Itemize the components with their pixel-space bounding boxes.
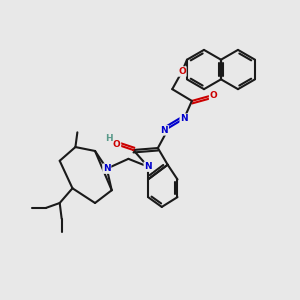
Text: H: H bbox=[105, 134, 112, 143]
Text: N: N bbox=[180, 114, 188, 123]
Text: O: O bbox=[210, 91, 218, 100]
Text: N: N bbox=[103, 164, 111, 173]
Text: O: O bbox=[178, 67, 186, 76]
Text: O: O bbox=[113, 140, 121, 148]
Text: N: N bbox=[160, 126, 168, 135]
Text: N: N bbox=[144, 162, 152, 171]
